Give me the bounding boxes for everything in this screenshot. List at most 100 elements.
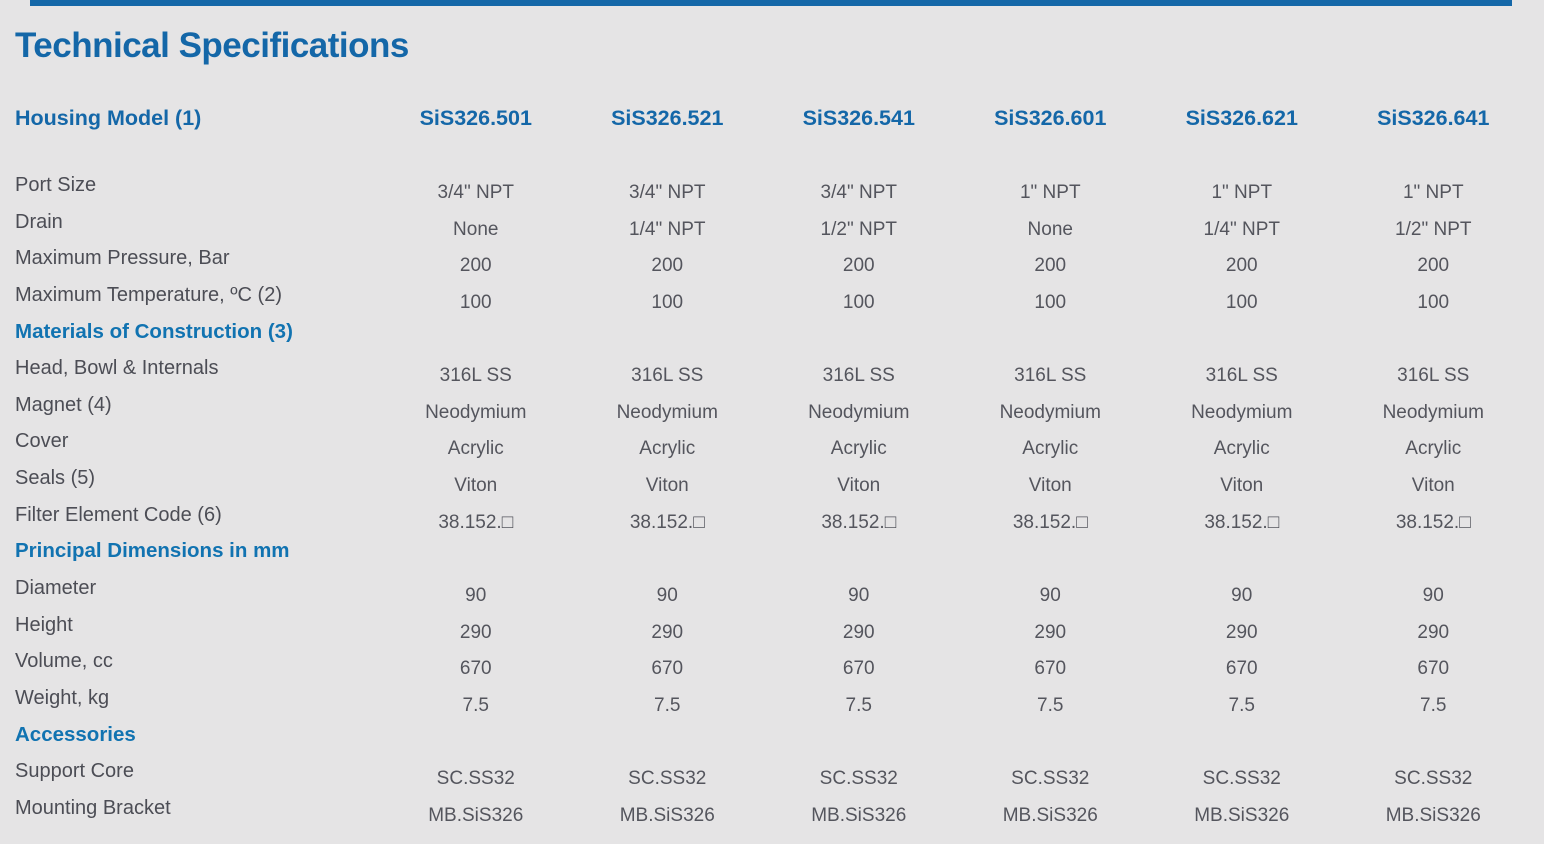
table-row: Maximum Pressure, Bar 200 200 200 200 200 200 [15, 240, 1529, 277]
spec-value-cell: SC.SS32 [436, 768, 515, 790]
spec-value-cell: Acrylic [1022, 438, 1079, 460]
spec-value-cell: SC.SS32 [1011, 768, 1090, 790]
spec-value-cell: Acrylic [1213, 438, 1270, 460]
spec-value-cell: 290 [842, 621, 875, 643]
column-header-model: SiS326.641 [1377, 106, 1490, 130]
spec-value-cell: 90 [848, 585, 870, 607]
spec-value-cell: 200 [459, 255, 492, 277]
spec-value-cell: 3/4" NPT [629, 182, 706, 203]
row-label: Drain [15, 210, 63, 233]
row-label: Maximum Temperature, ºC (2) [15, 283, 283, 306]
spec-value-cell: 7.5 [1228, 694, 1255, 716]
spec-value-cell: MB.SiS326 [619, 804, 715, 826]
spec-value-cell: MB.SiS326 [1385, 804, 1481, 826]
spec-value-cell: 290 [651, 621, 684, 643]
spec-value-cell: 38.152.□ [629, 511, 705, 533]
spec-value-cell: 90 [656, 585, 678, 607]
spec-value-cell: 316L SS [1397, 365, 1470, 387]
table-body: Port Size 3/4" NPT 3/4" NPT 3/4" NPT 1" NPT 1… [15, 167, 1529, 827]
spec-value-cell: SC.SS32 [819, 768, 898, 790]
spec-value-cell: 7.5 [654, 694, 681, 716]
spec-value-cell: 200 [1225, 255, 1258, 277]
spec-value-cell: Acrylic [1405, 438, 1462, 460]
spec-value-cell: 200 [651, 255, 684, 277]
spec-value-cell: Viton [454, 475, 498, 497]
table-header-row: Housing Model (1) SiS326.501 SiS326.521 Si… [15, 104, 1529, 132]
row-label: Height [15, 613, 73, 636]
table-row: Volume, cc 670 670 670 670 670 670 [15, 643, 1529, 680]
row-label: Magnet (4) [15, 393, 112, 416]
spec-table: Housing Model (1) SiS326.501 SiS326.521 Si… [15, 104, 1529, 827]
column-header-model: SiS326.601 [994, 106, 1107, 130]
spec-value-cell: 100 [651, 291, 684, 313]
row-label: Maximum Pressure, Bar [15, 247, 230, 270]
spec-value-cell: Acrylic [639, 438, 696, 460]
table-row: Filter Element Code (6) 38.152.□ 38.152.□ 3… [15, 497, 1529, 534]
page-title: Technical Specifications [15, 26, 409, 65]
spec-value-cell: 7.5 [1420, 694, 1447, 716]
spec-value-cell: Viton [837, 475, 881, 497]
spec-value-cell: 38.152.□ [1204, 511, 1280, 533]
spec-value-cell: 670 [1417, 658, 1450, 680]
column-header-model: SiS326.501 [419, 106, 532, 130]
spec-value-cell: 670 [842, 658, 875, 680]
spec-value-cell: 100 [459, 291, 492, 313]
spec-value-cell: 7.5 [845, 694, 872, 716]
spec-value-cell: 200 [1034, 255, 1067, 277]
table-row: Support Core SC.SS32 SC.SS32 SC.SS32 SC.SS32… [15, 753, 1529, 790]
spec-value-cell: 290 [1225, 621, 1258, 643]
spec-value-cell: 670 [459, 658, 492, 680]
section-row: Accessories [15, 717, 1529, 754]
spec-value-cell: 100 [1034, 291, 1067, 313]
spec-value-cell: MB.SiS326 [428, 804, 524, 826]
spec-value-cell: 290 [1034, 621, 1067, 643]
spec-value-cell: None [453, 218, 499, 240]
spec-value-cell: 316L SS [631, 365, 704, 387]
spec-value-cell: 100 [1225, 291, 1258, 313]
table-row: Drain None 1/4" NPT 1/2" NPT None 1/4" NPT 1/2… [15, 204, 1529, 241]
spec-value-cell: 316L SS [1205, 365, 1278, 387]
spec-value-cell: 1/4" NPT [629, 218, 706, 240]
column-header-model: SiS326.621 [1185, 106, 1298, 130]
spec-value-cell: SC.SS32 [1202, 768, 1281, 790]
row-label: Filter Element Code (6) [15, 503, 222, 526]
spec-value-cell: 316L SS [1014, 365, 1087, 387]
table-row: Magnet (4) Neodymium Neodymium Neodymium Neo… [15, 387, 1529, 424]
table-row: Head, Bowl & Internals 316L SS 316L SS 316L… [15, 350, 1529, 387]
spec-value-cell: Neodymium [1382, 401, 1484, 423]
spec-value-cell: 670 [1225, 658, 1258, 680]
spec-value-cell: Neodymium [616, 401, 718, 423]
table-row: Cover Acrylic Acrylic Acrylic Acrylic Acrylic… [15, 423, 1529, 460]
spec-value-cell: 38.152.□ [1012, 511, 1088, 533]
spec-value-cell: Viton [1411, 475, 1455, 497]
spec-value-cell: 1" NPT [1211, 182, 1273, 203]
table-row: Seals (5) Viton Viton Viton Viton Viton Viton [15, 460, 1529, 497]
spec-value-cell: MB.SiS326 [1002, 804, 1098, 826]
column-header-model: SiS326.541 [802, 106, 915, 130]
spec-value-cell: Viton [1220, 475, 1264, 497]
spec-value-cell: 1/2" NPT [820, 218, 897, 240]
spec-value-cell: 100 [842, 291, 875, 313]
spec-value-cell: 1" NPT [1019, 182, 1081, 203]
row-label: Volume, cc [15, 650, 113, 673]
spec-value-cell: Acrylic [830, 438, 887, 460]
spec-value-cell: Neodymium [1191, 401, 1293, 423]
spec-value-cell: 90 [1231, 585, 1253, 607]
row-label: Mounting Bracket [15, 796, 171, 819]
row-label: Diameter [15, 577, 97, 600]
spec-value-cell: 90 [465, 585, 487, 607]
spec-value-cell: 290 [1417, 621, 1450, 643]
row-label: Head, Bowl & Internals [15, 357, 219, 380]
section-label: Materials of Construction (3) [15, 319, 293, 343]
spec-value-cell: 3/4" NPT [437, 182, 514, 203]
table-row: Mounting Bracket MB.SiS326 MB.SiS326 MB.SiS… [15, 790, 1529, 827]
spec-value-cell: 7.5 [462, 694, 489, 716]
table-row: Port Size 3/4" NPT 3/4" NPT 3/4" NPT 1" NPT 1… [15, 167, 1529, 204]
spec-value-cell: Neodymium [425, 401, 527, 423]
spec-value-cell: 3/4" NPT [820, 182, 897, 203]
spec-value-cell: MB.SiS326 [811, 804, 907, 826]
spec-value-cell: 670 [1034, 658, 1067, 680]
spec-value-cell: 38.152.□ [438, 511, 514, 533]
column-header-housing-model: Housing Model (1) [15, 106, 202, 130]
